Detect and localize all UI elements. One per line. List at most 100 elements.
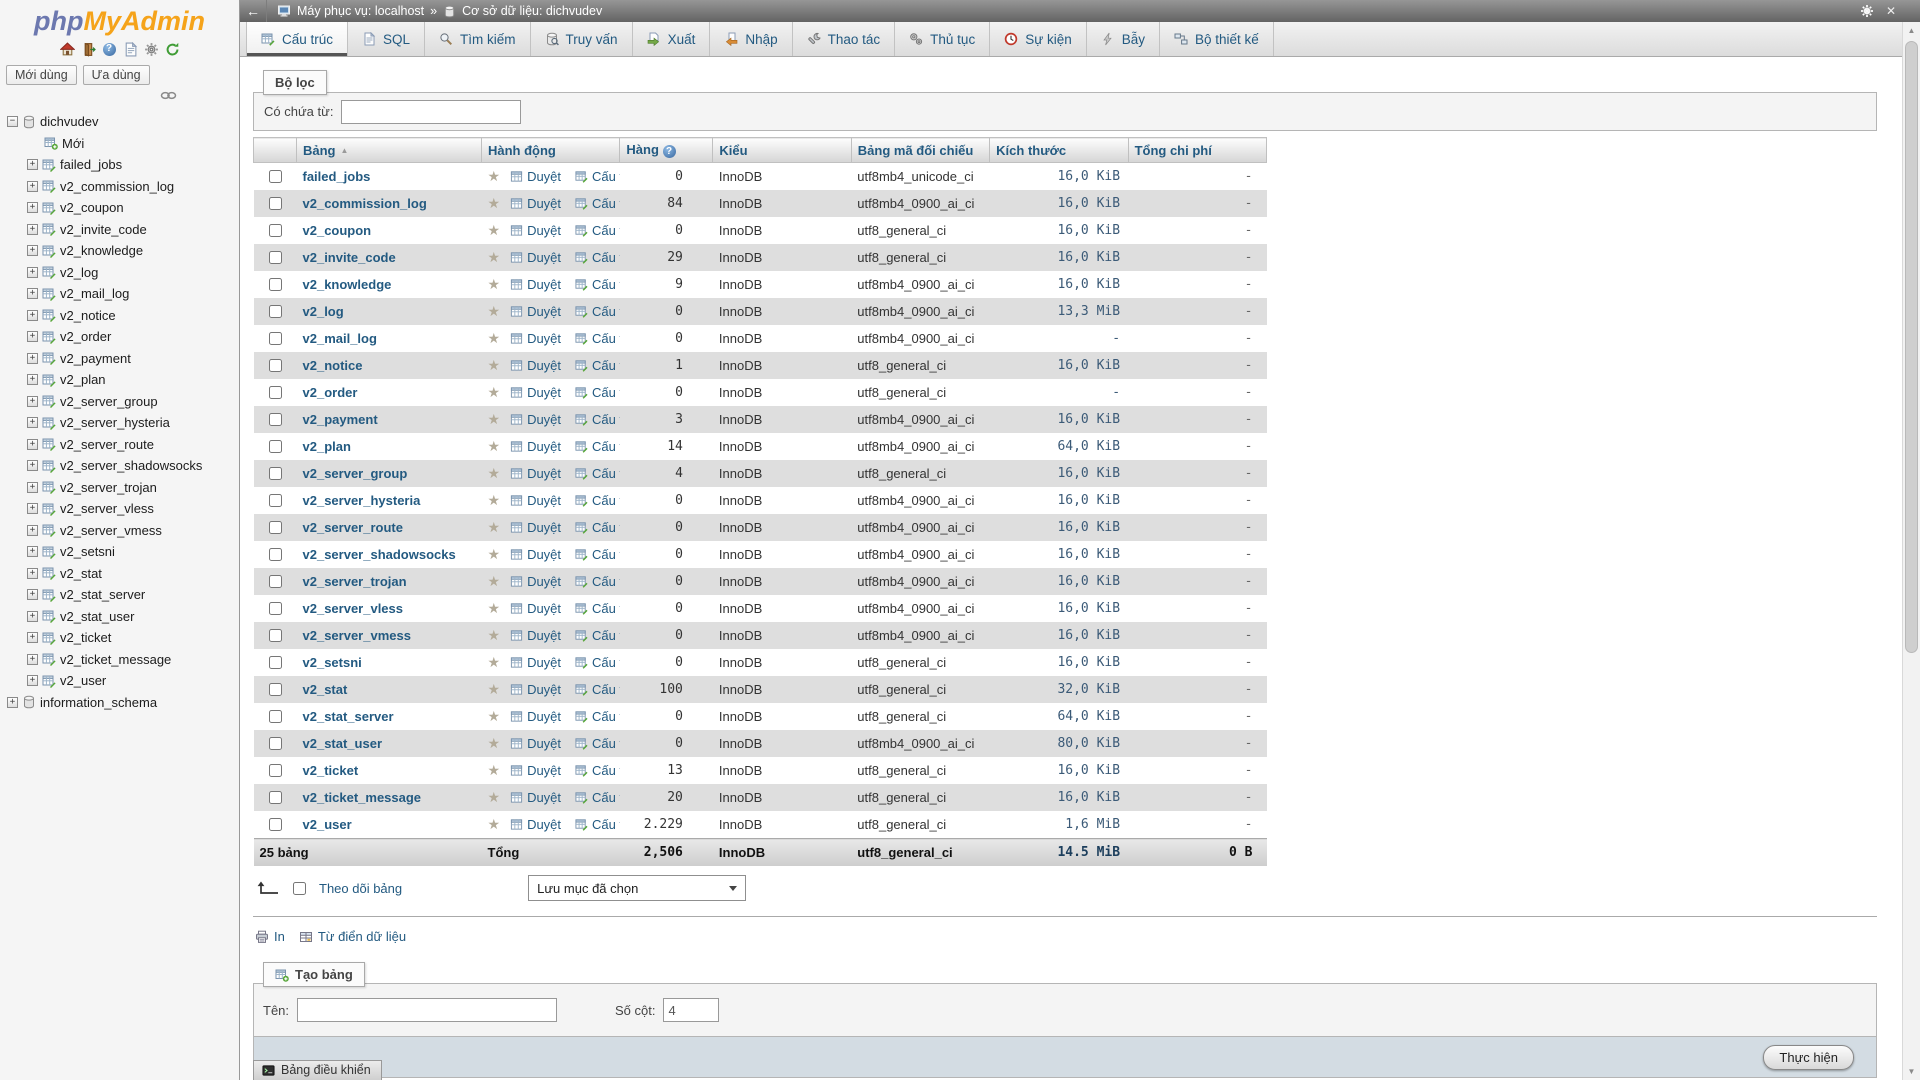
browse-action[interactable]: Duyệt	[510, 628, 561, 643]
scroll-up-icon[interactable]: ▲	[1907, 26, 1916, 35]
expand-plus-icon[interactable]: +	[27, 675, 38, 687]
header-rows[interactable]: Hàng ?	[619, 137, 714, 163]
expand-plus-icon[interactable]: +	[27, 309, 38, 321]
browse-action[interactable]: Duyệt	[510, 682, 561, 697]
table-name-link[interactable]: v2_stat_user	[302, 736, 383, 751]
table-name-link[interactable]: v2_plan	[302, 439, 351, 454]
expand-plus-icon[interactable]: +	[27, 567, 38, 579]
favorite-star-icon[interactable]: ★	[487, 384, 501, 400]
header-name[interactable]: Bảng ▲	[296, 137, 482, 163]
tree-table-item[interactable]: + v2_stat_server	[0, 584, 239, 606]
tree-table-item[interactable]: + v2_stat_user	[0, 606, 239, 628]
expand-plus-icon[interactable]: +	[7, 696, 18, 708]
browse-action[interactable]: Duyệt	[510, 331, 561, 346]
table-name-link[interactable]: failed_jobs	[302, 169, 371, 184]
row-checkbox[interactable]	[269, 521, 282, 534]
structure-action[interactable]: Cấu trúc	[575, 682, 620, 697]
table-name-link[interactable]: v2_server_trojan	[302, 574, 407, 589]
tree-table-item[interactable]: + v2_user	[0, 670, 239, 692]
structure-action[interactable]: Cấu trúc	[575, 790, 620, 805]
page-settings-gear-icon[interactable]	[1860, 4, 1874, 18]
reload-icon[interactable]	[164, 41, 180, 57]
browse-action[interactable]: Duyệt	[510, 709, 561, 724]
row-checkbox[interactable]	[269, 737, 282, 750]
table-name-link[interactable]: v2_server_vmess	[302, 628, 411, 643]
breadcrumb-database-link[interactable]: Cơ sở dữ liệu: dichvudev	[462, 4, 603, 18]
table-name-link[interactable]: v2_stat_server	[302, 709, 394, 724]
table-name-link[interactable]: v2_knowledge	[302, 277, 392, 292]
expand-plus-icon[interactable]: +	[27, 288, 38, 300]
table-name-link[interactable]: v2_server_vless	[302, 601, 404, 616]
row-checkbox[interactable]	[269, 170, 282, 183]
row-checkbox[interactable]	[269, 629, 282, 642]
favorite-star-icon[interactable]: ★	[487, 762, 501, 778]
header-size[interactable]: Kích thước	[989, 137, 1129, 163]
structure-action[interactable]: Cấu trúc	[575, 169, 620, 184]
row-checkbox[interactable]	[269, 683, 282, 696]
favorite-star-icon[interactable]: ★	[487, 411, 501, 427]
logout-icon[interactable]	[80, 41, 96, 57]
tree-table-item[interactable]: + v2_commission_log	[0, 176, 239, 198]
browse-action[interactable]: Duyệt	[510, 466, 561, 481]
browse-action[interactable]: Duyệt	[510, 196, 561, 211]
expand-plus-icon[interactable]: +	[27, 481, 38, 493]
favorite-star-icon[interactable]: ★	[487, 519, 501, 535]
go-button[interactable]: Thực hiện	[1763, 1044, 1854, 1070]
structure-action[interactable]: Cấu trúc	[575, 601, 620, 616]
row-checkbox[interactable]	[269, 440, 282, 453]
tab[interactable]: Sự kiện	[990, 22, 1087, 56]
tab[interactable]: Cấu trúc	[246, 22, 349, 56]
structure-action[interactable]: Cấu trúc	[575, 223, 620, 238]
row-checkbox[interactable]	[269, 251, 282, 264]
structure-action[interactable]: Cấu trúc	[575, 547, 620, 562]
browse-action[interactable]: Duyệt	[510, 763, 561, 778]
browse-action[interactable]: Duyệt	[510, 304, 561, 319]
tree-table-item[interactable]: + v2_payment	[0, 348, 239, 370]
docs-icon[interactable]	[122, 41, 138, 57]
tree-table-item[interactable]: + v2_ticket_message	[0, 649, 239, 671]
print-link[interactable]: In	[255, 929, 285, 944]
favorite-star-icon[interactable]: ★	[487, 708, 501, 724]
expand-plus-icon[interactable]: +	[27, 352, 38, 364]
structure-action[interactable]: Cấu trúc	[575, 655, 620, 670]
favorite-star-icon[interactable]: ★	[487, 681, 501, 697]
row-checkbox[interactable]	[269, 791, 282, 804]
vertical-scrollbar[interactable]: ▲ ▼	[1902, 22, 1920, 1080]
table-name-link[interactable]: v2_server_shadowsocks	[302, 547, 456, 562]
row-checkbox[interactable]	[269, 710, 282, 723]
table-name-link[interactable]: v2_coupon	[302, 223, 372, 238]
row-checkbox[interactable]	[269, 656, 282, 669]
table-name-link[interactable]: v2_setsni	[302, 655, 362, 670]
row-checkbox[interactable]	[269, 359, 282, 372]
header-collation[interactable]: Bảng mã đối chiếu	[850, 137, 991, 163]
table-name-input[interactable]	[297, 998, 558, 1022]
expand-plus-icon[interactable]: +	[27, 417, 38, 429]
tab[interactable]: SQL	[348, 22, 426, 56]
tab[interactable]: Thao tác	[793, 22, 896, 56]
tab[interactable]: Truy vấn	[531, 22, 633, 56]
expand-plus-icon[interactable]: +	[27, 266, 38, 278]
back-arrow-button[interactable]: ←	[240, 0, 267, 22]
header-type[interactable]: Kiểu	[712, 137, 852, 163]
structure-action[interactable]: Cấu trúc	[575, 304, 620, 319]
home-icon[interactable]	[59, 41, 75, 57]
tree-table-item[interactable]: + v2_server_trojan	[0, 477, 239, 499]
row-checkbox[interactable]	[269, 602, 282, 615]
tree-table-item[interactable]: + v2_log	[0, 262, 239, 284]
tree-table-item[interactable]: + v2_server_route	[0, 434, 239, 456]
browse-action[interactable]: Duyệt	[510, 520, 561, 535]
table-name-link[interactable]: v2_invite_code	[302, 250, 396, 265]
phpmyadmin-logo[interactable]: phpMyAdmin	[0, 0, 239, 36]
tree-table-item[interactable]: + v2_coupon	[0, 197, 239, 219]
favorite-star-icon[interactable]: ★	[487, 438, 501, 454]
expand-plus-icon[interactable]: +	[27, 331, 38, 343]
tree-table-item[interactable]: + v2_knowledge	[0, 240, 239, 262]
structure-action[interactable]: Cấu trúc	[575, 250, 620, 265]
browse-action[interactable]: Duyệt	[510, 790, 561, 805]
structure-action[interactable]: Cấu trúc	[575, 358, 620, 373]
check-all-label[interactable]: Theo dõi bảng	[319, 880, 403, 896]
structure-action[interactable]: Cấu trúc	[575, 763, 620, 778]
structure-action[interactable]: Cấu trúc	[575, 817, 620, 832]
favorite-star-icon[interactable]: ★	[487, 789, 501, 805]
chain-link-icon[interactable]	[160, 90, 177, 101]
